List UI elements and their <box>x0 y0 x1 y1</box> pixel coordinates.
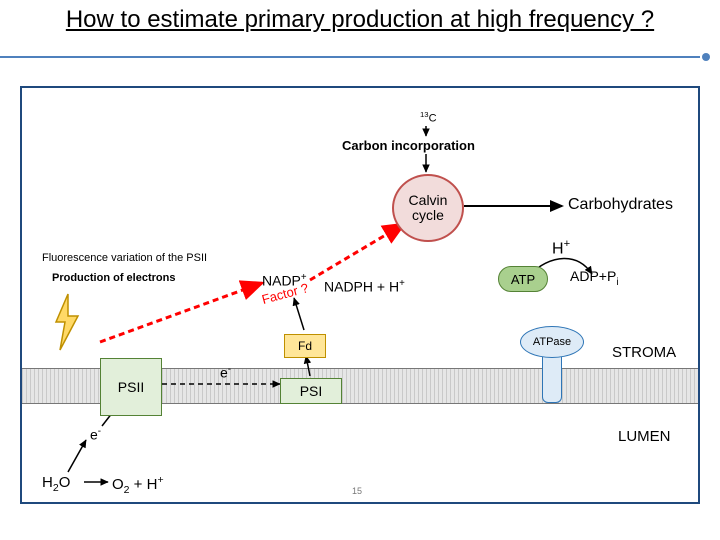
psii-node: PSII <box>100 358 162 416</box>
atpase-label: ATPase <box>533 336 571 348</box>
e-minus-top-sup: - <box>228 364 231 375</box>
adp-pi-text: ADP+P <box>570 268 616 284</box>
atpase-shaft <box>542 354 562 403</box>
psi-label: PSI <box>300 383 323 399</box>
nadph-sup: + <box>399 278 405 289</box>
carbohydrates-label: Carbohydrates <box>568 196 673 214</box>
atp-node: ATP <box>498 266 548 292</box>
adp-pi-sub: i <box>616 277 618 288</box>
psi-node: PSI <box>280 378 342 404</box>
diagram-frame: 13C Carbon incorporation <box>20 86 700 504</box>
slide: How to estimate primary production at hi… <box>0 0 720 540</box>
c13-sup: 13 <box>420 110 429 119</box>
o2-sup: + <box>157 474 163 486</box>
nadph-prefix: NADPH + H <box>324 279 399 295</box>
h-plus-label: H+ <box>552 238 570 258</box>
h2o-label: H2O <box>42 474 70 494</box>
o2-o: O <box>112 476 124 493</box>
carbon-incorporation-label: Carbon incorporation <box>342 138 475 153</box>
header-rule <box>0 48 720 56</box>
nadph-label: NADPH + H+ <box>324 278 405 295</box>
psii-label: PSII <box>118 379 144 395</box>
calvin-cycle-label: Calvin cycle <box>409 193 448 224</box>
stroma-label: STROMA <box>612 344 676 361</box>
atp-label: ATP <box>511 272 535 287</box>
e-minus-bottom-label: e- <box>90 426 101 443</box>
slide-title: How to estimate primary production at hi… <box>14 6 706 46</box>
atpase-node: ATPase <box>520 326 584 358</box>
h2o-h: H <box>42 474 53 491</box>
h2o-o: O <box>59 474 71 491</box>
e-minus-top-e: e <box>220 365 228 381</box>
fd-node: Fd <box>284 334 326 358</box>
o2-label: O2 + H+ <box>112 474 164 496</box>
slide-number: 15 <box>352 486 362 496</box>
e-minus-bottom-sup: - <box>98 426 101 437</box>
fluorescence-label: Fluorescence variation of the PSII <box>42 252 242 264</box>
lightning-icon <box>50 292 84 352</box>
calvin-cycle-node: Calvin cycle <box>392 174 464 242</box>
e-minus-top-label: e- <box>220 364 231 381</box>
e-minus-bottom-e: e <box>90 427 98 443</box>
c13-c: C <box>429 113 437 125</box>
production-label: Production of electrons <box>52 272 175 284</box>
c13-label: 13C <box>420 110 437 125</box>
fd-label: Fd <box>298 339 312 353</box>
lumen-label: LUMEN <box>618 428 671 445</box>
o2-tail: + H <box>130 476 158 493</box>
h-plus-sup: + <box>564 238 571 250</box>
adp-pi-label: ADP+Pi <box>570 268 619 288</box>
h-plus-h: H <box>552 240 564 257</box>
